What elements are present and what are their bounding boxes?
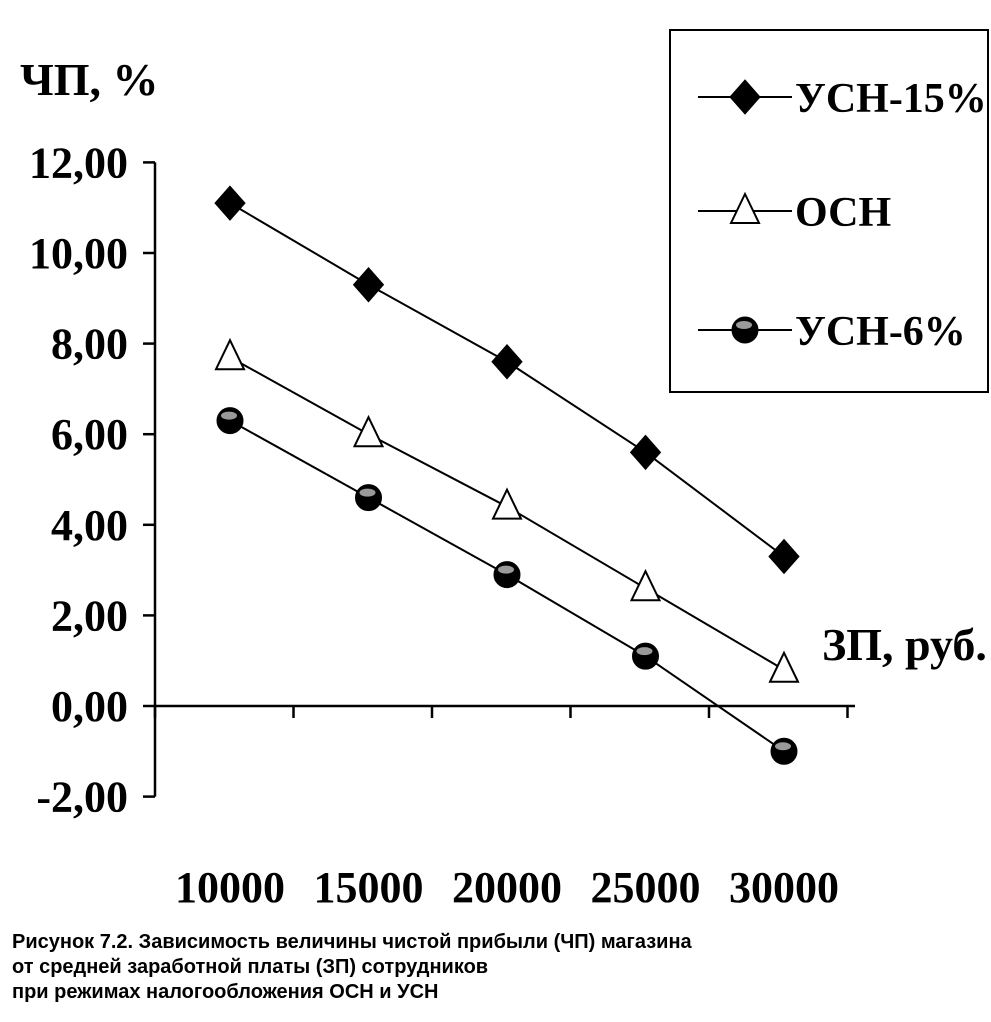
circle-marker-body xyxy=(493,561,521,589)
caption-line-1: Рисунок 7.2. Зависимость величины чистой… xyxy=(12,931,692,953)
circle-marker-body xyxy=(770,737,798,765)
y-tick-label: 2,00 xyxy=(51,591,128,640)
line-chart: -2,00 0,00 2,00 4,00 6,00 8,00 10,00 12,00 1000… xyxy=(20,29,989,912)
x-tick-label: 25000 xyxy=(591,863,701,912)
y-tick-label: -2,00 xyxy=(36,773,128,822)
diamond-marker xyxy=(629,434,662,471)
y-tick-labels: -2,00 0,00 2,00 4,00 6,00 8,00 10,00 12,00 xyxy=(29,138,128,821)
caption-line-2: от средней заработной платы (ЗП) сотрудн… xyxy=(12,956,489,978)
circle-marker-body xyxy=(731,316,759,344)
y-tick-label: 0,00 xyxy=(51,682,128,731)
circle-marker xyxy=(355,484,382,512)
legend: УСН-15% ОСН УСН-6% xyxy=(669,29,989,393)
series-2 xyxy=(214,337,800,683)
circle-marker xyxy=(731,316,759,344)
x-tick-label: 15000 xyxy=(314,863,424,912)
circle-marker-highlight xyxy=(736,321,752,329)
legend-label: УСН-15% xyxy=(795,76,987,122)
y-tick-label: 6,00 xyxy=(51,410,128,459)
circle-marker xyxy=(216,407,244,435)
triangle-marker xyxy=(729,191,761,224)
circle-marker-highlight xyxy=(498,565,514,574)
circle-marker-highlight xyxy=(359,488,376,497)
triangle-marker xyxy=(352,414,385,448)
triangle-marker xyxy=(491,487,523,520)
circle-marker-highlight xyxy=(775,742,791,751)
series-layer xyxy=(214,185,800,765)
x-tick-label: 10000 xyxy=(175,863,285,912)
axes xyxy=(143,161,855,798)
legend-entry-2: ОСН xyxy=(698,190,891,236)
y-tick-label: 12,00 xyxy=(29,138,128,187)
circle-marker-body xyxy=(216,407,244,435)
y-tick-label: 4,00 xyxy=(51,501,128,550)
circle-marker xyxy=(632,642,659,670)
diamond-marker xyxy=(214,185,246,221)
legend-entry-3: УСН-6% xyxy=(698,309,966,355)
series-1 xyxy=(214,185,800,575)
triangle-marker xyxy=(768,650,800,683)
caption-line-3: при режимах налогообложения ОСН и УСН xyxy=(12,981,439,1003)
circle-marker xyxy=(770,737,798,765)
x-tick-labels: 10000 15000 20000 25000 30000 xyxy=(175,863,839,912)
circle-marker xyxy=(493,561,521,589)
legend-label: УСН-6% xyxy=(795,309,966,355)
x-tick-label: 20000 xyxy=(452,863,562,912)
diamond-marker xyxy=(491,343,523,380)
legend-label: ОСН xyxy=(795,190,891,236)
y-tick-label: 8,00 xyxy=(51,320,128,369)
x-axis-title: ЗП, руб. xyxy=(822,619,987,670)
x-tick-label: 30000 xyxy=(729,863,839,912)
y-axis-title: ЧП, % xyxy=(20,54,159,105)
circle-marker-highlight xyxy=(221,411,237,420)
diamond-marker xyxy=(768,538,800,575)
diamond-marker xyxy=(352,266,385,303)
circle-marker-highlight xyxy=(636,647,653,656)
diamond-marker xyxy=(729,79,761,115)
y-tick-label: 10,00 xyxy=(29,229,128,278)
legend-entry-1: УСН-15% xyxy=(698,76,987,122)
triangle-marker xyxy=(214,337,246,371)
triangle-marker xyxy=(629,568,662,602)
circle-marker-body xyxy=(355,484,382,512)
figure-caption: Рисунок 7.2. Зависимость величины чистой… xyxy=(12,930,982,1005)
series-3 xyxy=(216,407,798,765)
circle-marker-body xyxy=(632,642,659,670)
